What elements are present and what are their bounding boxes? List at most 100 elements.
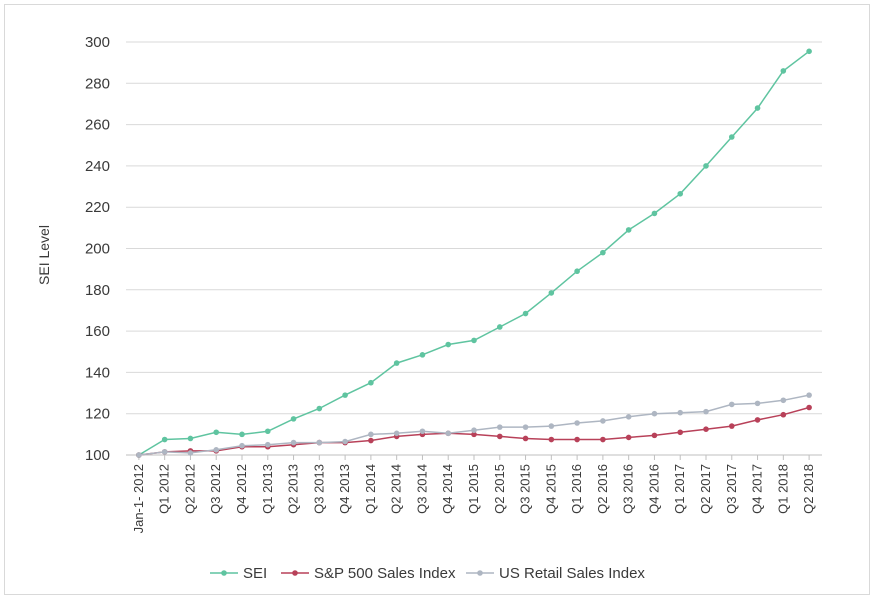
x-tick-label: Q2 2018 — [801, 464, 816, 514]
data-point — [677, 409, 684, 416]
x-tick-label: Q3 2015 — [518, 464, 533, 514]
data-point — [651, 410, 658, 417]
data-point — [806, 48, 812, 55]
data-point — [393, 360, 400, 366]
data-point — [213, 429, 220, 436]
data-point — [806, 404, 812, 411]
legend-marker — [292, 570, 298, 576]
data-point — [239, 431, 245, 438]
series-2 — [136, 392, 812, 458]
y-axis-ticks: 100 120 140 160 180 200 220 240 260 280 300 — [85, 34, 110, 464]
y-tick-label: 260 — [85, 117, 110, 134]
x-tick-label: Q1 2016 — [569, 464, 584, 514]
data-point — [368, 437, 374, 444]
data-point — [239, 442, 245, 449]
x-axis-ticks: Jan-1- 2012 Q1 2012 Q2 2012 Q3 2012 Q4 2012 Q… — [131, 455, 816, 533]
data-point — [677, 429, 684, 436]
series-line — [138, 50, 810, 456]
data-point — [161, 436, 168, 443]
data-point — [445, 341, 452, 348]
data-point — [548, 436, 555, 443]
data-point — [136, 452, 142, 458]
y-tick-label: 220 — [85, 199, 110, 216]
legend-marker — [221, 570, 227, 576]
x-tick-label: Q3 2013 — [311, 464, 326, 514]
gridlines — [126, 41, 822, 456]
data-point — [625, 413, 632, 420]
data-point — [471, 427, 477, 434]
data-point — [651, 432, 658, 439]
legend: SEI S&P 500 Sales Index US Retail Sales In… — [210, 565, 645, 582]
data-point — [264, 441, 271, 448]
data-point — [161, 449, 168, 455]
legend-label: SEI — [243, 565, 267, 582]
x-tick-label: Q4 2012 — [234, 464, 249, 514]
data-point — [625, 227, 632, 233]
data-point — [342, 438, 348, 445]
legend-label: S&P 500 Sales Index — [314, 565, 456, 582]
data-point — [703, 163, 709, 169]
series-group — [136, 48, 812, 458]
data-point — [419, 428, 426, 435]
data-point — [522, 435, 529, 442]
y-tick-label: 280 — [85, 75, 110, 92]
y-tick-label: 300 — [85, 34, 110, 51]
x-tick-label: Q1 2012 — [157, 464, 172, 514]
data-point — [728, 401, 735, 408]
data-point — [213, 447, 220, 453]
x-tick-label: Jan-1- 2012 — [131, 464, 146, 533]
x-tick-label: Q4 2016 — [646, 464, 661, 514]
data-point — [703, 426, 709, 432]
series-0 — [136, 48, 812, 458]
data-point — [600, 418, 606, 424]
data-point — [574, 436, 580, 443]
x-tick-label: Q4 2017 — [750, 464, 765, 514]
data-point — [471, 337, 477, 344]
data-point — [600, 436, 606, 443]
data-point — [754, 417, 761, 423]
data-point — [264, 428, 271, 435]
data-point — [342, 392, 348, 398]
data-point — [393, 430, 400, 437]
data-point — [316, 405, 323, 412]
data-point — [780, 411, 787, 418]
y-axis-label: SEI Level — [36, 225, 52, 285]
data-point — [780, 68, 787, 74]
data-point — [548, 423, 555, 429]
data-point — [625, 434, 632, 441]
data-point — [368, 431, 374, 438]
x-tick-label: Q1 2018 — [775, 464, 790, 514]
x-tick-label: Q1 2015 — [466, 464, 481, 514]
legend-label: US Retail Sales Index — [499, 565, 645, 582]
data-point — [651, 210, 658, 217]
x-tick-label: Q3 2014 — [414, 464, 429, 514]
data-point — [677, 190, 684, 197]
x-tick-label: Q3 2017 — [724, 464, 739, 514]
data-point — [548, 290, 555, 296]
y-tick-label: 120 — [85, 406, 110, 423]
legend-item: S&P 500 Sales Index — [281, 565, 456, 582]
y-tick-label: 140 — [85, 364, 110, 381]
x-tick-label: Q2 2015 — [492, 464, 507, 514]
x-tick-label: Q4 2013 — [337, 464, 352, 514]
data-point — [754, 105, 761, 111]
x-tick-label: Q3 2016 — [621, 464, 636, 514]
x-tick-label: Q4 2015 — [543, 464, 558, 514]
data-point — [806, 392, 812, 398]
data-point — [780, 397, 787, 404]
data-point — [368, 379, 374, 386]
data-point — [316, 439, 323, 446]
data-point — [703, 408, 709, 415]
data-point — [754, 400, 761, 407]
y-tick-label: 180 — [85, 282, 110, 299]
data-point — [187, 450, 194, 456]
data-point — [728, 134, 735, 140]
x-tick-label: Q4 2014 — [440, 464, 455, 514]
x-tick-label: Q2 2014 — [389, 464, 404, 514]
data-point — [445, 430, 452, 437]
x-tick-label: Q1 2013 — [260, 464, 275, 514]
y-tick-label: 160 — [85, 323, 110, 340]
data-point — [728, 423, 735, 429]
data-point — [187, 435, 194, 442]
